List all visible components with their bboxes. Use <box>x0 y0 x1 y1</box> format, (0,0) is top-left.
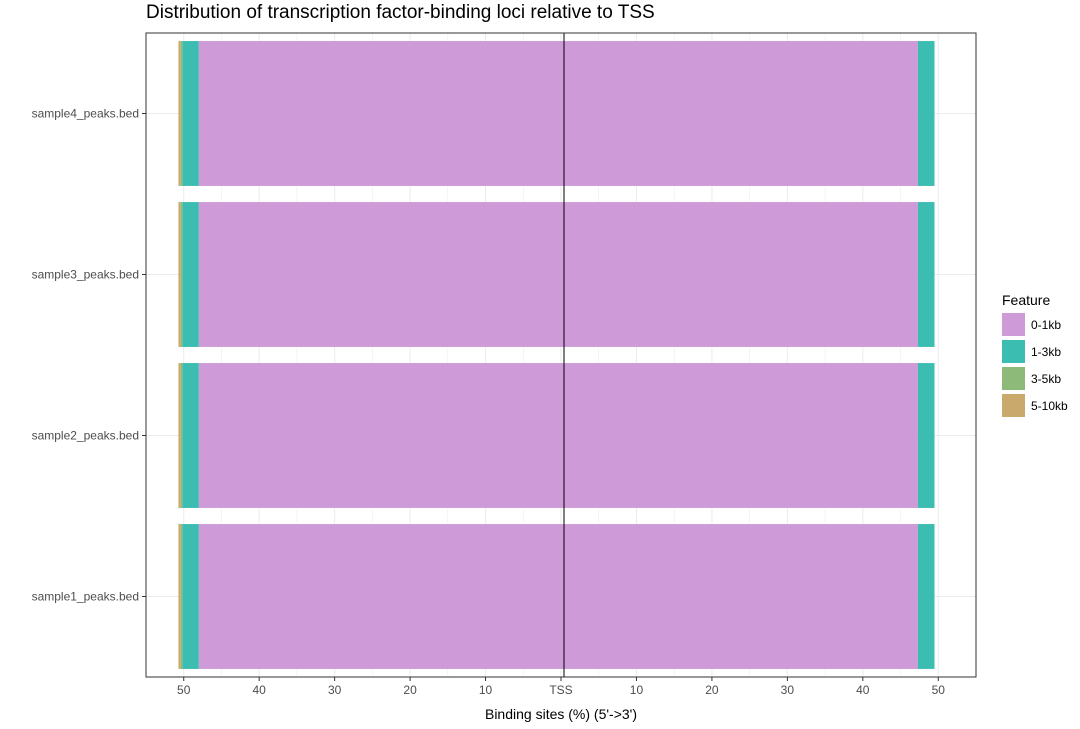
bar-segment <box>178 524 181 669</box>
bar-segment <box>917 202 935 347</box>
y-tick-label: sample2_peaks.bed <box>32 429 139 443</box>
legend-key <box>1002 367 1025 390</box>
y-tick-label: sample1_peaks.bed <box>32 590 139 604</box>
x-tick-label: 30 <box>781 683 795 697</box>
bar-segment <box>178 202 181 347</box>
x-tick-label: 40 <box>856 683 870 697</box>
y-tick-label: sample4_peaks.bed <box>32 107 139 121</box>
bar-segment <box>561 363 918 508</box>
bar-segment <box>198 524 561 669</box>
bar-segment <box>198 41 561 186</box>
legend-item: 5-10kb <box>1002 392 1068 419</box>
bar-segment <box>917 524 935 669</box>
legend-label: 3-5kb <box>1031 371 1062 386</box>
x-tick-label: 40 <box>253 683 267 697</box>
legend-label: 1-3kb <box>1031 344 1062 359</box>
y-tick-label: sample3_peaks.bed <box>32 268 139 282</box>
legend-item: 0-1kb <box>1002 311 1068 338</box>
x-tick-label: 20 <box>403 683 417 697</box>
bar-segment <box>180 363 183 508</box>
x-tick-label: TSS <box>549 683 572 697</box>
x-tick-label: 50 <box>932 683 946 697</box>
bar-segment <box>917 363 935 508</box>
bar-segment <box>198 363 561 508</box>
bar-segment <box>180 41 183 186</box>
bar-segment <box>182 202 199 347</box>
bar-segment <box>561 202 918 347</box>
bar-segment <box>182 363 199 508</box>
legend-key <box>1002 394 1025 417</box>
x-axis: 50 40 30 20 10 TSS 10 20 30 40 50 <box>177 677 945 697</box>
legend-key <box>1002 340 1025 363</box>
bar-segment <box>561 524 918 669</box>
bar-segment <box>178 363 181 508</box>
bar-segment <box>180 524 183 669</box>
bar-segment <box>198 202 561 347</box>
x-tick-label: 50 <box>177 683 191 697</box>
legend-key <box>1002 313 1025 336</box>
x-axis-title: Binding sites (%) (5'->3') <box>485 706 637 722</box>
x-tick-label: 10 <box>630 683 644 697</box>
x-tick-label: 10 <box>479 683 493 697</box>
legend-label: 0-1kb <box>1031 317 1062 332</box>
bar-segment <box>182 524 199 669</box>
x-tick-label: 30 <box>328 683 342 697</box>
legend-title: Feature <box>1002 292 1051 308</box>
y-axis: sample4_peaks.bed sample3_peaks.bedsample… <box>32 107 146 604</box>
x-tick-label: 20 <box>705 683 719 697</box>
bar-segment <box>180 202 183 347</box>
legend-item: 1-3kb <box>1002 338 1068 365</box>
bar-segment <box>182 41 199 186</box>
bar-segment <box>561 41 918 186</box>
bar-layer <box>178 41 935 669</box>
chart-title: Distribution of transcription factor-bin… <box>146 2 655 23</box>
legend-item: 3-5kb <box>1002 365 1068 392</box>
legend-label: 5-10kb <box>1031 398 1068 413</box>
bar-segment <box>917 41 935 186</box>
bar-segment <box>178 41 181 186</box>
legend: Feature 0-1kb 1-3kb 3-5kb 5-10kb <box>1002 292 1068 419</box>
